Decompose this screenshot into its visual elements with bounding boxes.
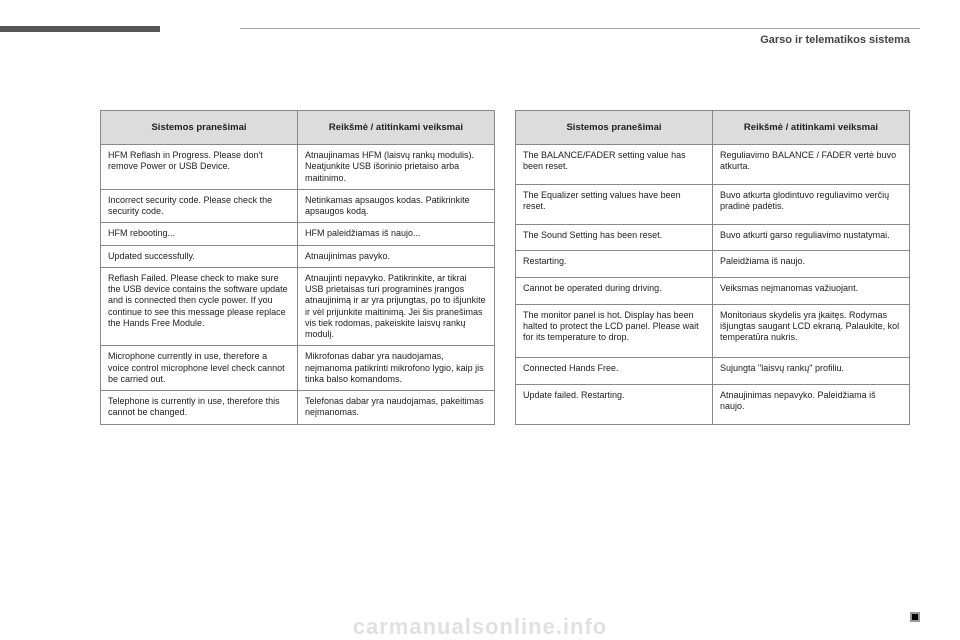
message-cell: Incorrect security code. Please check th…	[101, 189, 298, 223]
message-cell: HFM Reflash in Progress. Please don't re…	[101, 145, 298, 190]
message-cell: Microphone currently in use, therefore a…	[101, 346, 298, 391]
right-table: Sistemos pranešimai Reikšmė / atitinkami…	[515, 110, 910, 425]
table-row: The Sound Setting has been reset.Buvo at…	[516, 224, 910, 251]
message-cell: The Sound Setting has been reset.	[516, 224, 713, 251]
meaning-cell: Atnaujinimas pavyko.	[298, 245, 495, 267]
message-cell: HFM rebooting...	[101, 223, 298, 245]
tables-container: Sistemos pranešimai Reikšmė / atitinkami…	[100, 110, 910, 425]
left-table: Sistemos pranešimai Reikšmė / atitinkami…	[100, 110, 495, 425]
table-row: Microphone currently in use, therefore a…	[101, 346, 495, 391]
message-cell: Telephone is currently in use, therefore…	[101, 391, 298, 425]
meaning-cell: Reguliavimo BALANCE / FADER vertė buvo a…	[713, 145, 910, 185]
right-th-2: Reikšmė / atitinkami veiksmai	[713, 111, 910, 145]
meaning-cell: Buvo atkurti garso reguliavimo nustatyma…	[713, 224, 910, 251]
meaning-cell: Netinkamas apsaugos kodas. Patikrinkite …	[298, 189, 495, 223]
table-row: HFM Reflash in Progress. Please don't re…	[101, 145, 495, 190]
left-th-1: Sistemos pranešimai	[101, 111, 298, 145]
header-rule-right	[240, 28, 920, 29]
message-cell: Reflash Failed. Please check to make sur…	[101, 267, 298, 346]
meaning-cell: HFM paleidžiamas iš naujo...	[298, 223, 495, 245]
table-row: The monitor panel is hot. Display has be…	[516, 304, 910, 357]
table-row: Cannot be operated during driving.Veiksm…	[516, 278, 910, 305]
message-cell: Connected Hands Free.	[516, 357, 713, 384]
meaning-cell: Paleidžiama iš naujo.	[713, 251, 910, 278]
watermark: carmanualsonline.info	[0, 614, 960, 640]
meaning-cell: Monitoriaus skydelis yra įkaitęs. Rodyma…	[713, 304, 910, 357]
message-cell: The monitor panel is hot. Display has be…	[516, 304, 713, 357]
meaning-cell: Sujungta "laisvų rankų" profiliu.	[713, 357, 910, 384]
meaning-cell: Buvo atkurta glodintuvo reguliavimo verč…	[713, 184, 910, 224]
message-cell: The Equalizer setting values have been r…	[516, 184, 713, 224]
message-cell: Restarting.	[516, 251, 713, 278]
message-cell: The BALANCE/FADER setting value has been…	[516, 145, 713, 185]
table-row: Updated successfully.Atnaujinimas pavyko…	[101, 245, 495, 267]
message-cell: Updated successfully.	[101, 245, 298, 267]
table-row: Connected Hands Free.Sujungta "laisvų ra…	[516, 357, 910, 384]
table-row: HFM rebooting...HFM paleidžiamas iš nauj…	[101, 223, 495, 245]
section-title: Garso ir telematikos sistema	[760, 34, 910, 46]
meaning-cell: Telefonas dabar yra naudojamas, pakeitim…	[298, 391, 495, 425]
header-rule-left	[0, 26, 160, 32]
table-row: Restarting.Paleidžiama iš naujo.	[516, 251, 910, 278]
right-th-1: Sistemos pranešimai	[516, 111, 713, 145]
table-row: The Equalizer setting values have been r…	[516, 184, 910, 224]
table-row: Update failed. Restarting.Atnaujinimas n…	[516, 384, 910, 424]
left-th-2: Reikšmė / atitinkami veiksmai	[298, 111, 495, 145]
table-row: Telephone is currently in use, therefore…	[101, 391, 495, 425]
meaning-cell: Veiksmas neįmanomas važiuojant.	[713, 278, 910, 305]
table-row: Reflash Failed. Please check to make sur…	[101, 267, 495, 346]
message-cell: Update failed. Restarting.	[516, 384, 713, 424]
meaning-cell: Mikrofonas dabar yra naudojamas, neįmano…	[298, 346, 495, 391]
message-cell: Cannot be operated during driving.	[516, 278, 713, 305]
table-row: The BALANCE/FADER setting value has been…	[516, 145, 910, 185]
meaning-cell: Atnaujinti nepavyko. Patikrinkite, ar ti…	[298, 267, 495, 346]
meaning-cell: Atnaujinimas nepavyko. Paleidžiama iš na…	[713, 384, 910, 424]
table-row: Incorrect security code. Please check th…	[101, 189, 495, 223]
meaning-cell: Atnaujinamas HFM (laisvų rankų modulis).…	[298, 145, 495, 190]
